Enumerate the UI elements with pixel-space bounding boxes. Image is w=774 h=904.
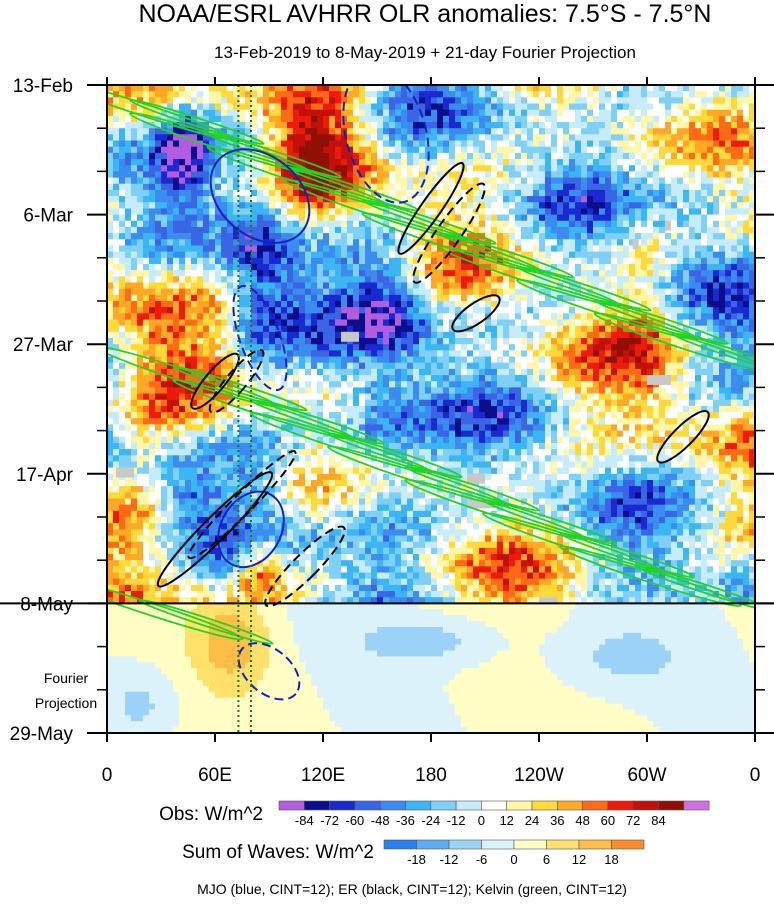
chart-title: NOAA/ESRL AVHRR OLR anomalies: 7.5°S - 7… — [139, 0, 712, 28]
colorbar-level-label: 60 — [601, 813, 615, 828]
waves-colorbar-label: Sum of Waves: W/m^2 — [182, 842, 374, 863]
colorbar-level-label: -60 — [346, 813, 365, 828]
colorbar-swatch — [449, 840, 482, 849]
missing-data-patch — [633, 239, 639, 249]
colorbar-level-label: 24 — [525, 813, 539, 828]
x-tick-label: 60W — [627, 765, 666, 786]
colorbar-swatch — [417, 840, 450, 849]
chart-subtitle: 13-Feb-2019 to 8-May-2019 + 21-day Fouri… — [214, 43, 636, 62]
colorbar-swatch — [330, 801, 355, 810]
projection-label-line2: Projection — [35, 695, 97, 711]
colorbar-level-label: 12 — [499, 813, 513, 828]
colorbar-level-label: 6 — [543, 852, 550, 867]
colorbar-swatch — [431, 801, 456, 810]
colorbar-swatch — [633, 801, 658, 810]
colorbar-level-label: -24 — [421, 813, 440, 828]
colorbar-level-label: -84 — [295, 813, 314, 828]
obs-colorbar: -84 -72 -60 -48 -36 -24 -12 0 12 24 36 48 60 72 84 — [279, 801, 709, 828]
colorbar-level-label: 72 — [626, 813, 640, 828]
colorbar-swatch — [608, 801, 633, 810]
colorbar-level-label: -12 — [447, 813, 466, 828]
y-tick-label: 17-Apr — [16, 465, 74, 486]
missing-data-patch — [116, 468, 134, 478]
colorbar-swatch — [684, 801, 709, 810]
waves-colorbar: -18 -12 -6 0 6 12 18 — [384, 840, 644, 867]
colorbar-level-label: -72 — [320, 813, 339, 828]
missing-data-patch — [647, 375, 671, 385]
colorbar-swatch — [583, 801, 608, 810]
missing-data-patch — [665, 221, 671, 231]
y-tick-label: 27-Mar — [13, 335, 74, 356]
colorbar-swatch — [456, 801, 481, 810]
colorbar-level-label: -6 — [476, 852, 488, 867]
colorbar-level-label: -12 — [440, 852, 459, 867]
colorbar-swatch — [547, 840, 580, 849]
contour-legend: MJO (blue, CINT=12); ER (black, CINT=12)… — [197, 881, 627, 897]
x-tick-label: 60E — [198, 765, 232, 786]
colorbar-swatch — [612, 840, 645, 849]
colorbar-level-label: -18 — [407, 852, 426, 867]
colorbar-level-label: 12 — [572, 852, 586, 867]
x-tick-label: 120W — [514, 765, 564, 786]
obs-colorbar-label: Obs: W/m^2 — [159, 804, 263, 825]
colorbar-level-label: 18 — [604, 852, 618, 867]
x-tick-label: 180 — [415, 765, 447, 786]
y-tick-label: 8-May — [20, 594, 73, 615]
colorbar-swatch — [406, 801, 431, 810]
colorbar-level-label: 48 — [575, 813, 589, 828]
x-tick-label: 0 — [750, 765, 761, 786]
colorbar-swatch — [507, 801, 532, 810]
colorbar-swatch — [557, 801, 582, 810]
colorbar-swatch — [279, 801, 304, 810]
colorbar-level-label: 36 — [550, 813, 564, 828]
colorbar-swatch — [482, 840, 515, 849]
olr-anomaly-field — [107, 85, 756, 734]
colorbar-swatch — [355, 801, 380, 810]
colorbar-level-label: -48 — [371, 813, 390, 828]
y-tick-label: 13-Feb — [13, 76, 73, 97]
missing-data-patch — [467, 474, 485, 484]
colorbar-swatch — [659, 801, 684, 810]
colorbar-swatch — [384, 840, 417, 849]
x-tick-label: 0 — [102, 765, 113, 786]
y-tick-label: 6-Mar — [23, 206, 73, 227]
x-tick-label: 120E — [301, 765, 345, 786]
colorbar-level-label: 0 — [510, 852, 517, 867]
colorbar-level-label: 84 — [651, 813, 665, 828]
colorbar-swatch — [514, 840, 547, 849]
colorbar-swatch — [579, 840, 612, 849]
projection-label-line1: Fourier — [44, 670, 89, 686]
colorbar-swatch — [532, 801, 557, 810]
y-tick-label: 29-May — [10, 724, 74, 745]
colorbar-swatch — [380, 801, 405, 810]
colorbar-level-label: 0 — [478, 813, 485, 828]
missing-data-patch — [341, 332, 359, 342]
colorbar-level-label: -36 — [396, 813, 415, 828]
colorbar-swatch — [481, 801, 506, 810]
colorbar-swatch — [304, 801, 329, 810]
